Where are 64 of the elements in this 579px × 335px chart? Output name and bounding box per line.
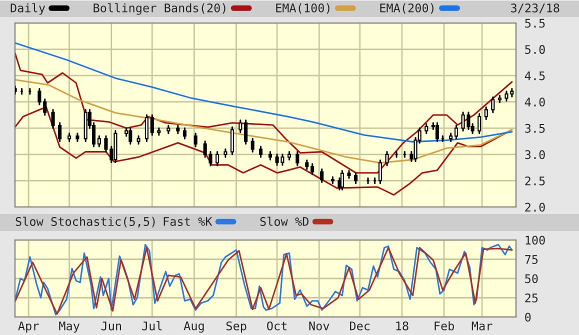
- y-tick-label: 3.0: [525, 150, 545, 160]
- candlestick: [38, 88, 42, 106]
- x-tick-label: Oct: [267, 321, 287, 330]
- candlestick: [310, 163, 314, 176]
- candlestick: [58, 122, 62, 142]
- x-tick-label: Nov: [309, 322, 330, 330]
- candlestick: [230, 126, 234, 156]
- y-tick-label: 75: [525, 255, 538, 264]
- candlestick: [320, 168, 324, 184]
- candlestick: [424, 123, 428, 134]
- candlestick: [216, 151, 220, 166]
- y-tick-label: 4.5: [524, 71, 545, 80]
- x-tick-label: Mar: [472, 322, 492, 330]
- y-tick-label: 2.0: [525, 202, 545, 212]
- candlestick: [51, 108, 55, 129]
- x-tick-label: Apr: [18, 322, 39, 333]
- candlestick: [144, 114, 148, 142]
- candlestick: [128, 127, 132, 145]
- text: 3/23/18: [511, 4, 560, 14]
- y-tick-label: 2.5: [525, 176, 545, 186]
- y-tick-label: 25: [525, 294, 538, 302]
- candlestick: [43, 98, 47, 116]
- y-tick-label: 0: [525, 312, 531, 322]
- y-tick-label: 5.0: [525, 45, 545, 54]
- candlestick: [182, 127, 186, 140]
- candlestick: [478, 113, 482, 134]
- candlestick: [454, 124, 458, 140]
- candlestick: [385, 151, 389, 166]
- y-tick-label: 5.5: [525, 18, 545, 28]
- candlestick: [97, 135, 101, 148]
- x-tick-label: Sep: [226, 321, 246, 333]
- x-tick-label: Aug: [184, 322, 204, 333]
- y-tick-label: 100: [526, 236, 545, 245]
- legend-label: Bollinger Bands(20): [94, 3, 226, 15]
- x-tick-label: 18: [396, 321, 408, 330]
- candlestick: [347, 170, 351, 179]
- candlestick: [435, 122, 440, 142]
- candlestick: [150, 114, 154, 136]
- candlestick: [104, 135, 108, 153]
- legend-label: Slow %D: [260, 216, 309, 226]
- legend-label: EMA(200): [380, 3, 434, 14]
- legend-label: EMA(100): [276, 3, 330, 14]
- candlestick: [194, 132, 198, 148]
- candlestick: [244, 119, 248, 145]
- legend-label: Daily: [10, 3, 46, 15]
- candlestick: [340, 170, 344, 190]
- x-tick-label: Jul: [142, 321, 162, 330]
- candlestick: [354, 172, 358, 184]
- legend-label: Fast %K: [164, 217, 212, 226]
- candlestick: [484, 106, 488, 120]
- candlestick: [238, 119, 242, 134]
- chart-title: Slow Stochastic(5,5): [16, 216, 155, 228]
- y-tick-label: 50: [525, 274, 538, 284]
- candlestick: [250, 138, 254, 153]
- x-tick-label: Jun: [101, 322, 122, 330]
- candlestick: [258, 146, 263, 158]
- y-tick-label: 3.5: [525, 124, 545, 133]
- x-tick-label: May: [59, 322, 80, 333]
- x-tick-label: Feb: [434, 321, 454, 330]
- candlestick: [491, 96, 495, 114]
- x-tick-label: Dec: [350, 322, 370, 330]
- candlestick: [296, 151, 300, 166]
- y-tick-label: 4.0: [524, 98, 545, 107]
- candlestick: [378, 159, 382, 184]
